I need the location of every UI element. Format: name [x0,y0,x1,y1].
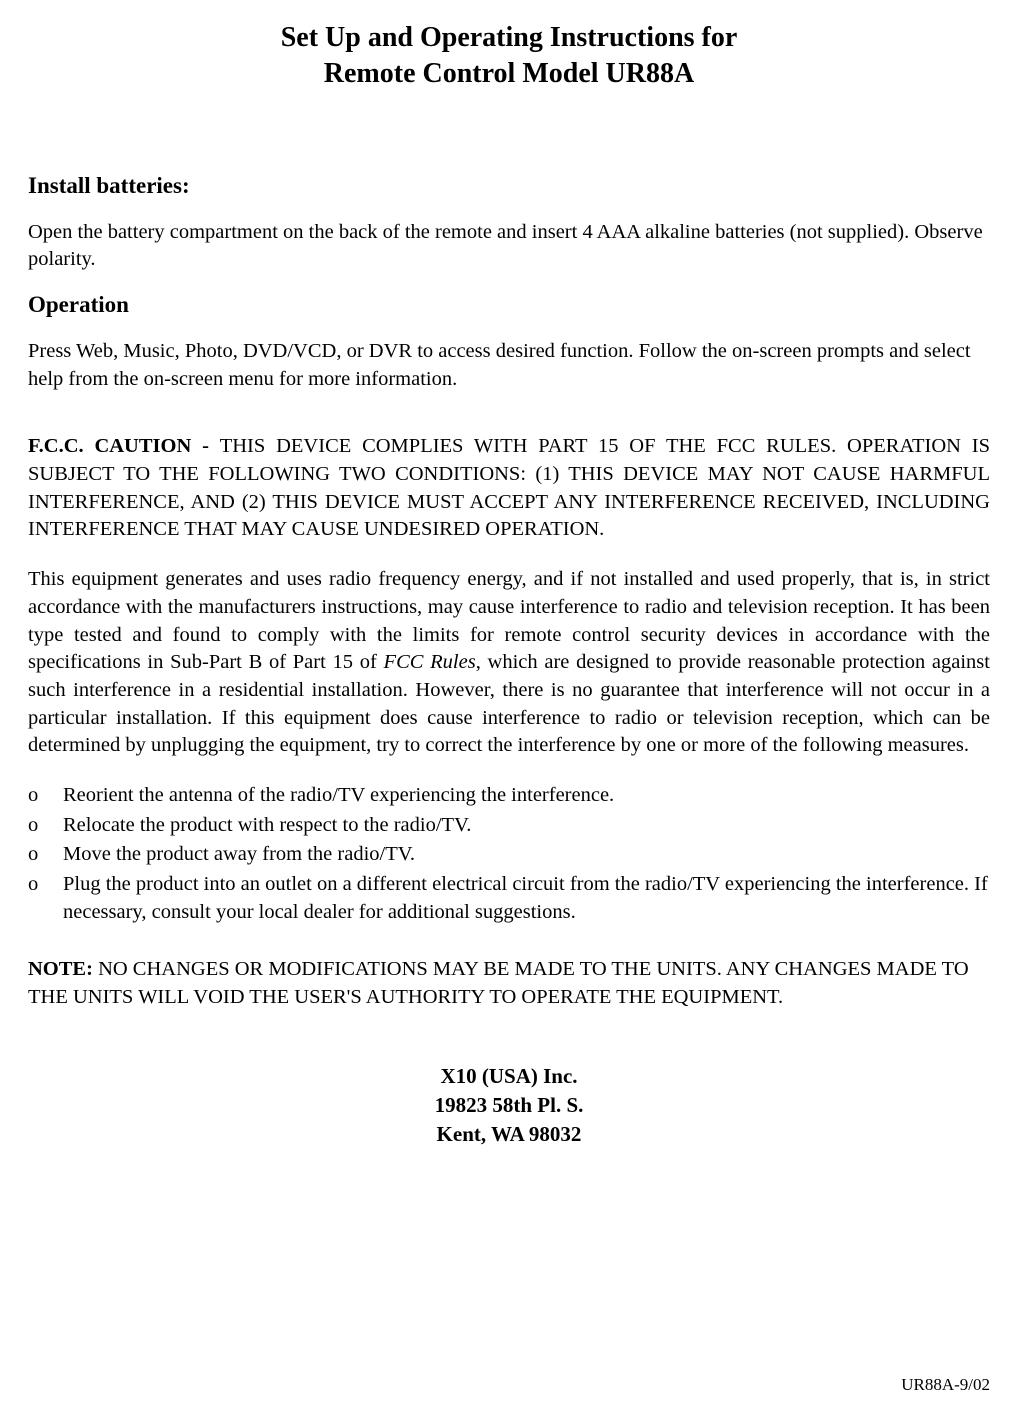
company-info: X10 (USA) Inc. 19823 58th Pl. S. Kent, W… [28,1062,990,1150]
fcc-caution-label: F.C.C. CAUTION - [28,435,220,457]
company-name: X10 (USA) Inc. [28,1062,990,1091]
fcc-rules-italic: FCC Rules [384,651,476,673]
measure-bullet: o [28,871,63,926]
install-batteries-body: Open the battery compartment on the back… [28,219,990,274]
fcc-caution-section: F.C.C. CAUTION - THIS DEVICE COMPLIES WI… [28,433,990,544]
measure-item: o Plug the product into an outlet on a d… [28,871,990,926]
title-line-1: Set Up and Operating Instructions for [281,22,738,53]
note-label: NOTE: [28,958,98,980]
title-line-2: Remote Control Model UR88A [324,58,694,89]
measure-text: Plug the product into an outlet on a dif… [63,871,990,926]
measure-bullet: o [28,841,63,869]
note-body: NO CHANGES OR MODIFICATIONS MAY BE MADE … [28,958,969,1008]
measure-bullet: o [28,782,63,810]
measures-list: o Reorient the antenna of the radio/TV e… [28,782,990,926]
measure-item: o Move the product away from the radio/T… [28,841,990,869]
measure-item: o Reorient the antenna of the radio/TV e… [28,782,990,810]
measure-item: o Relocate the product with respect to t… [28,812,990,840]
install-batteries-heading: Install batteries: [28,173,990,199]
measure-text: Move the product away from the radio/TV. [63,841,990,869]
document-code: UR88A-9/02 [901,1375,990,1395]
note-section: NOTE: NO CHANGES OR MODIFICATIONS MAY BE… [28,956,990,1011]
operation-heading: Operation [28,292,990,318]
company-address-1: 19823 58th Pl. S. [28,1091,990,1120]
measure-text: Relocate the product with respect to the… [63,812,990,840]
interference-paragraph: This equipment generates and uses radio … [28,566,990,760]
operation-body: Press Web, Music, Photo, DVD/VCD, or DVR… [28,338,990,393]
company-address-2: Kent, WA 98032 [28,1120,990,1149]
measure-bullet: o [28,812,63,840]
measure-text: Reorient the antenna of the radio/TV exp… [63,782,990,810]
document-title: Set Up and Operating Instructions for Re… [28,20,990,93]
